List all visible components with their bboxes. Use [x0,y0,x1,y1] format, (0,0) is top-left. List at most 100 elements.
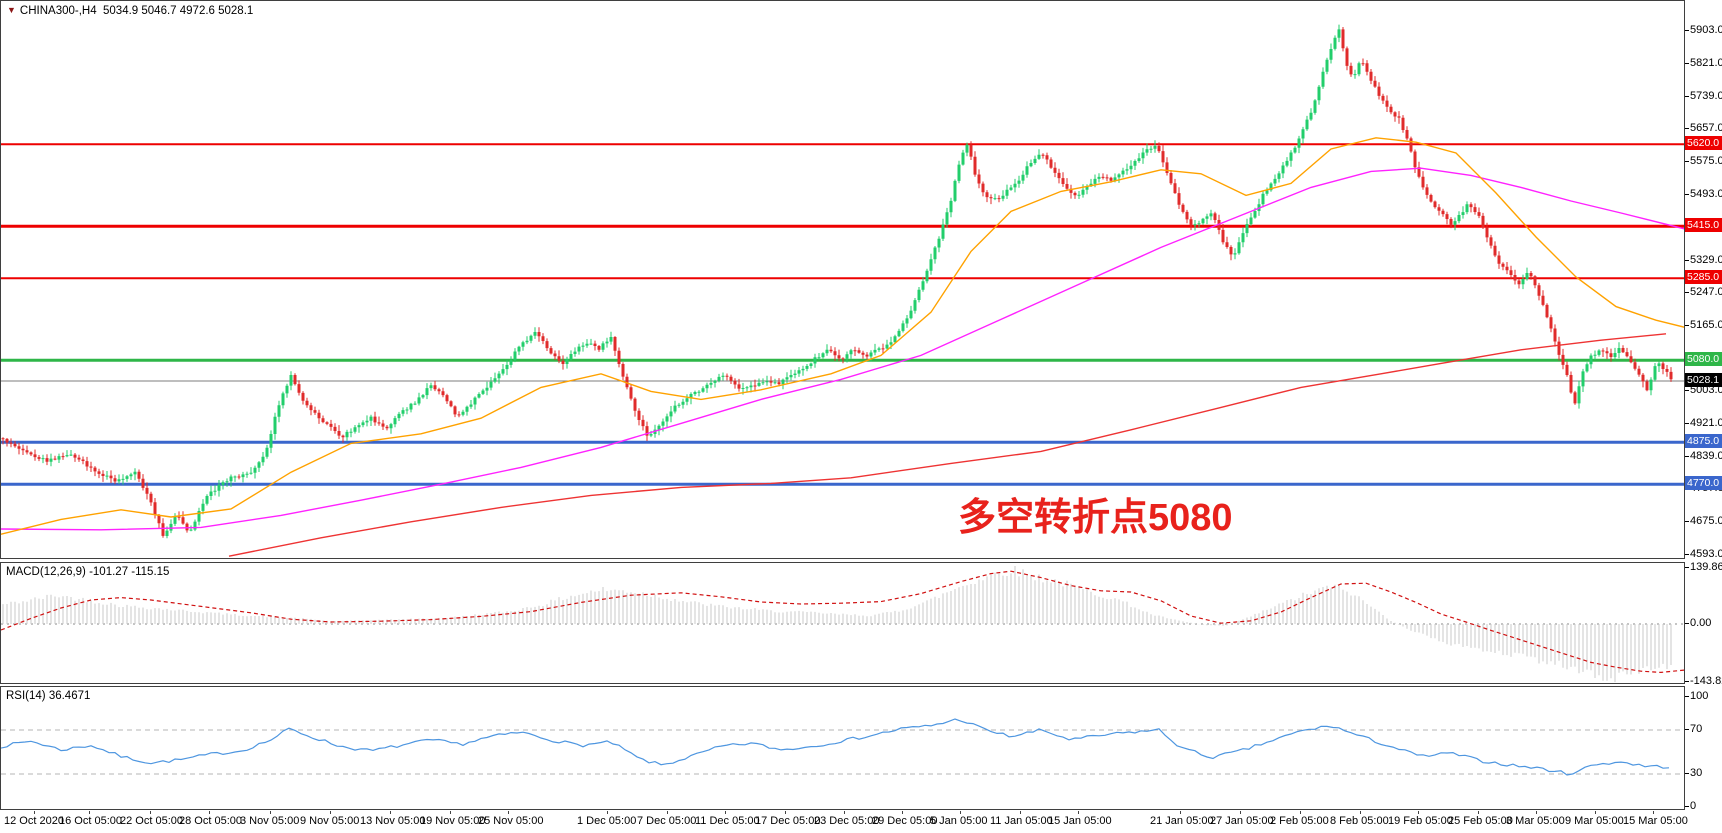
price-level-badge: 4875.0 [1685,434,1722,448]
price-tick: 4921.0 [1690,417,1722,429]
time-label: 23 Dec 05:00 [814,815,880,827]
time-tick-mark [1478,811,1479,814]
time-label: 3 Mar 05:00 [1506,815,1565,827]
time-tick-mark [902,811,903,814]
time-tick-mark [725,811,726,814]
main-chart-canvas[interactable] [1,1,1684,558]
price-tick: 4839.0 [1690,450,1722,462]
price-tick: 5903.0 [1690,24,1722,36]
axis-tick-mark [1685,63,1689,64]
rsi-tick: 30 [1690,767,1703,779]
time-tick-mark [607,811,608,814]
time-label: 11 Jan 05:00 [990,815,1053,827]
time-label: 21 Jan 05:00 [1150,815,1214,827]
macd-tick: 139.86 [1690,561,1722,573]
symbol-info: ▼ CHINA300-,H4 5034.9 5046.7 4972.6 5028.… [7,5,253,17]
time-tick-mark [844,811,845,814]
axis-tick-mark [1685,194,1689,195]
time-tick-mark [150,811,151,814]
axis-tick-mark [1685,390,1689,391]
axis-tick-mark [1685,30,1689,31]
price-tick: 5003.0 [1690,384,1722,396]
axis-tick-mark [1685,567,1689,568]
time-tick-mark [270,811,271,814]
axis-tick-mark [1685,806,1689,807]
main-chart-panel: ▼ CHINA300-,H4 5034.9 5046.7 4972.6 5028.… [0,0,1685,559]
time-tick-mark [508,811,509,814]
time-tick-mark [1360,811,1361,814]
symbol-dropdown-icon[interactable]: ▼ [7,5,16,15]
axis-tick-mark [1685,521,1689,522]
time-label: 2 Feb 05:00 [1270,815,1329,827]
axis-tick-mark [1685,260,1689,261]
time-label: 19 Nov 05:00 [420,815,486,827]
axis-tick-mark [1685,729,1689,730]
time-label: 28 Oct 05:00 [179,815,242,827]
axis-tick-mark [1685,623,1689,624]
axis-tick-mark [1685,773,1689,774]
axis-tick-mark [1685,681,1689,682]
symbol-ohlc-values: 5034.9 5046.7 4972.6 5028.1 [103,5,254,17]
time-label: 1 Dec 05:00 [577,815,637,827]
time-tick-mark [1653,811,1654,814]
time-tick-mark [667,811,668,814]
annotation-text: 多空转折点5080 [958,497,1233,539]
axis-tick-mark [1685,696,1689,697]
time-label: 17 Dec 05:00 [755,815,821,827]
time-tick-mark [450,811,451,814]
macd-tick: 0.00 [1690,617,1712,629]
time-axis[interactable]: 12 Oct 2020 16 Oct 05:00 22 Oct 05:00 28 Oc… [0,811,1722,833]
symbol-name: CHINA300-,H4 [19,5,97,17]
price-level-badge: 4770.0 [1685,476,1722,490]
time-label: 22 Oct 05:00 [120,815,183,827]
price-tick: 5247.0 [1690,286,1722,298]
price-tick: 5493.0 [1690,188,1722,200]
time-tick-mark [330,811,331,814]
macd-canvas[interactable] [1,563,1684,683]
price-tick: 4593.0 [1690,548,1722,560]
time-tick-mark [1240,811,1241,814]
time-tick-mark [89,811,90,814]
macd-panel: MACD(12,26,9) -101.27 -115.15 [0,562,1685,684]
price-level-badge: 5620.0 [1685,136,1722,150]
time-label: 29 Dec 05:00 [872,815,938,827]
rsi-label: RSI(14) 36.4671 [6,690,91,702]
price-tick: 4675.0 [1690,515,1722,527]
time-tick-mark [1418,811,1419,814]
time-label: 8 Feb 05:00 [1330,815,1389,827]
axis-tick-mark [1685,292,1689,293]
time-tick-mark [209,811,210,814]
time-label: 27 Jan 05:00 [1210,815,1274,827]
time-label: 3 Nov 05:00 [240,815,300,827]
time-label: 9 Mar 05:00 [1565,815,1624,827]
time-tick-mark [390,811,391,814]
time-label: 15 Jan 05:00 [1048,815,1112,827]
price-tick: 5821.0 [1690,57,1722,69]
time-tick-mark [960,811,961,814]
rsi-panel: RSI(14) 36.4671 [0,686,1685,810]
price-tick: 5165.0 [1690,319,1722,331]
price-level-badge: 5080.0 [1685,352,1722,366]
time-tick-mark [34,811,35,814]
price-level-badge: 5285.0 [1685,270,1722,284]
time-label: 25 Feb 05:00 [1448,815,1513,827]
time-label: 25 Nov 05:00 [478,815,544,827]
rsi-canvas[interactable] [1,687,1684,809]
time-label: 5 Jan 05:00 [930,815,988,827]
axis-tick-mark [1685,423,1689,424]
axis-tick-mark [1685,96,1689,97]
time-tick-mark [1180,811,1181,814]
rsi-tick: 0 [1690,800,1697,812]
time-label: 15 Mar 05:00 [1623,815,1688,827]
time-tick-mark [1595,811,1596,814]
current-price-badge: 5028.1 [1685,373,1722,387]
price-tick: 5739.0 [1690,90,1722,102]
time-tick-mark [785,811,786,814]
time-tick-mark [1078,811,1079,814]
time-label: 7 Dec 05:00 [637,815,697,827]
time-tick-mark [1020,811,1021,814]
time-tick-mark [1536,811,1537,814]
time-label: 13 Nov 05:00 [360,815,426,827]
axis-tick-mark [1685,161,1689,162]
